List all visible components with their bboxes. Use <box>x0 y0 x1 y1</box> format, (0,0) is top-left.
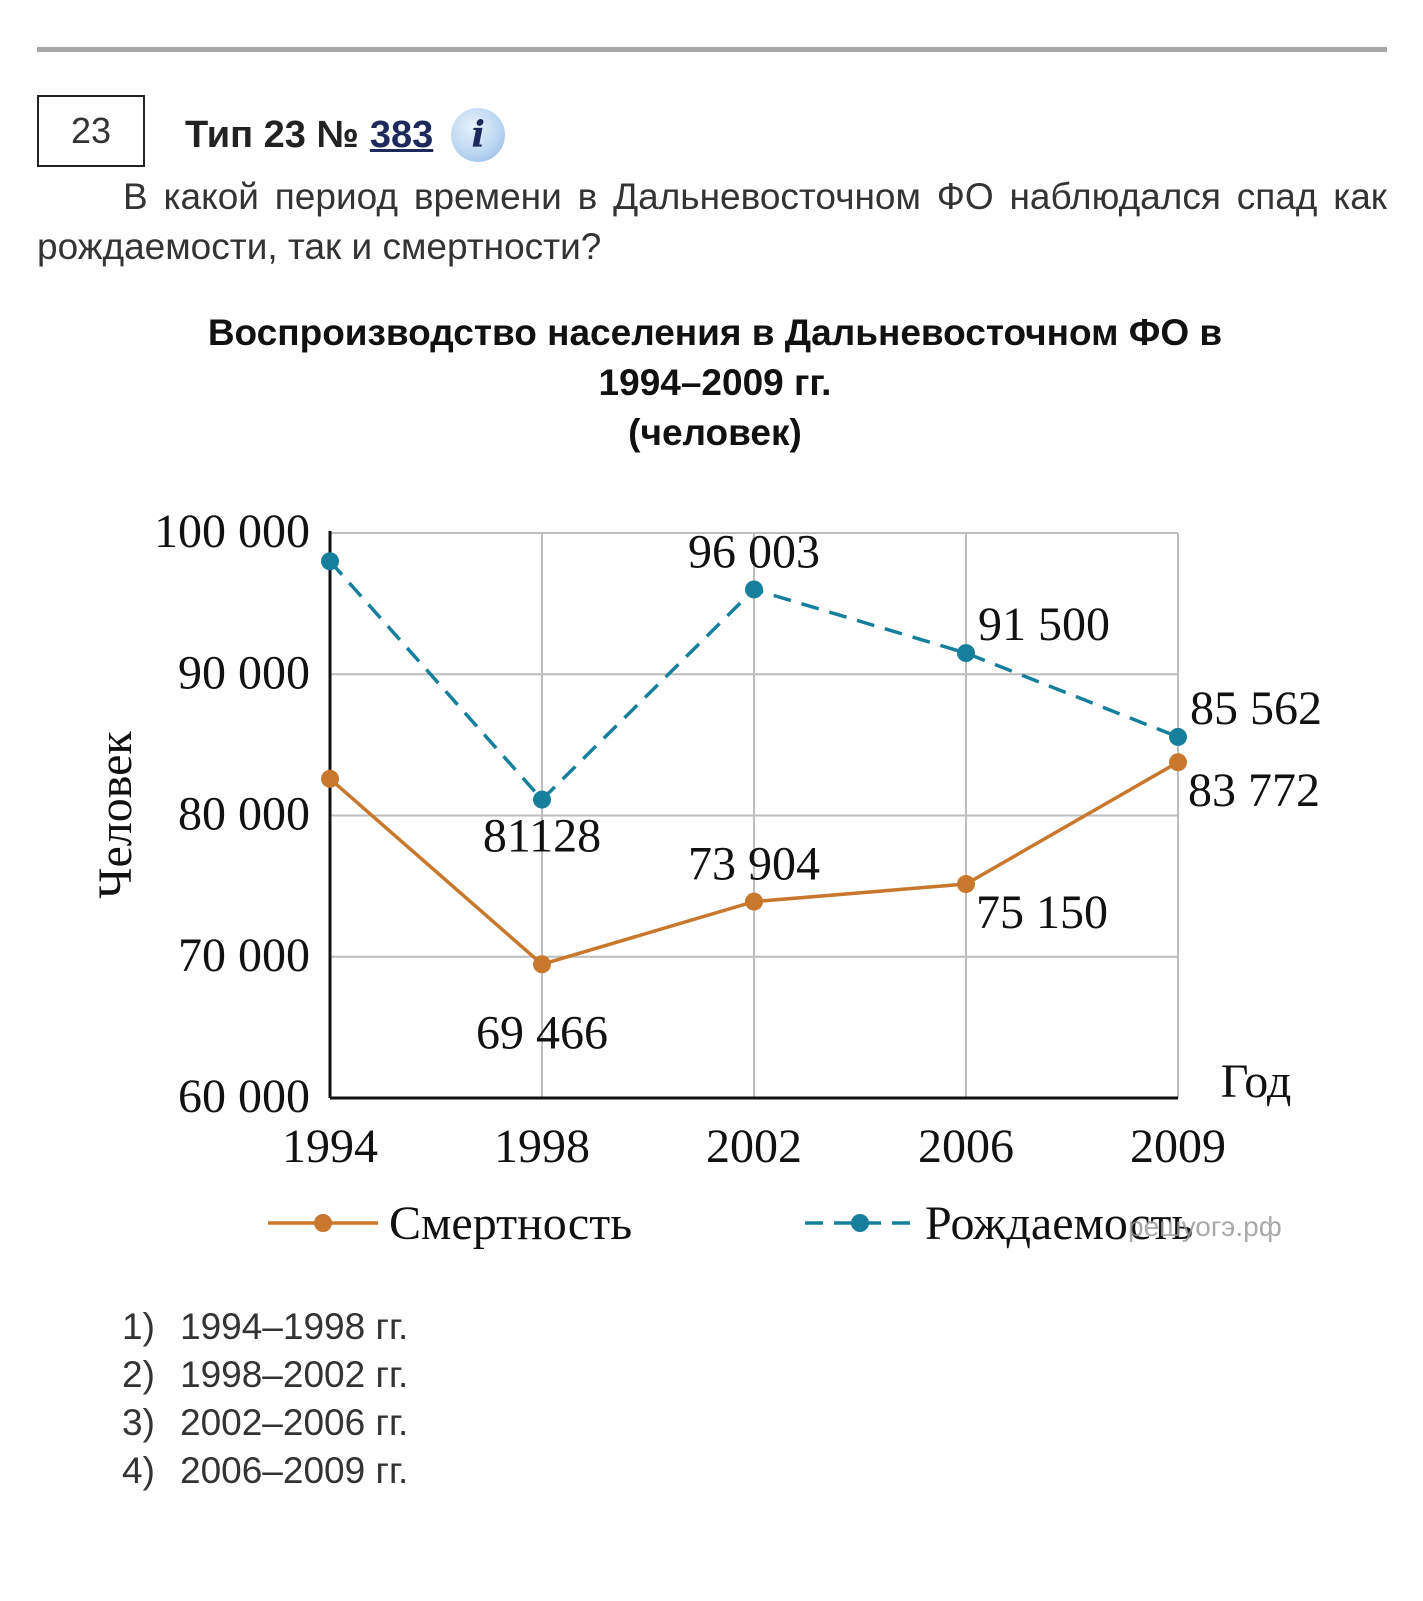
data-label: 85 562 <box>1190 682 1322 735</box>
chart-title-line-2: 1994–2009 гг. <box>598 362 832 403</box>
top-divider <box>37 47 1387 52</box>
data-point <box>1169 727 1187 746</box>
answer-option-2[interactable]: 2) 1998–2002 гг. <box>122 1351 408 1399</box>
answer-text: 2002–2006 гг. <box>180 1402 409 1443</box>
answer-option-3[interactable]: 3) 2002–2006 гг. <box>122 1399 408 1447</box>
legend-marker-mortality <box>314 1214 332 1232</box>
x-tick-label: 2009 <box>1130 1120 1226 1173</box>
answer-text: 1998–2002 гг. <box>180 1354 409 1395</box>
task-type-label: Тип 23 № <box>185 113 359 156</box>
watermark: решуогэ.рф <box>1128 1211 1282 1242</box>
x-tick-label: 2006 <box>918 1120 1014 1173</box>
task-header: Тип 23 № 383 i <box>185 108 506 162</box>
data-point <box>533 955 551 974</box>
chart-title: Воспроизводство населения в Дальневосточ… <box>100 308 1330 458</box>
answer-list: 1) 1994–1998 гг. 2) 1998–2002 гг. 3) 200… <box>122 1303 408 1495</box>
y-tick-label: 100 000 <box>154 505 310 558</box>
y-tick-label: 70 000 <box>178 929 310 982</box>
info-icon[interactable]: i <box>451 108 506 162</box>
task-number-box: 23 <box>37 95 145 167</box>
legend-label-mortality: Смертность <box>389 1197 632 1250</box>
data-point <box>1169 753 1187 772</box>
data-label: 96 003 <box>688 525 820 578</box>
answer-number: 1) <box>122 1306 155 1347</box>
data-point <box>957 644 975 663</box>
x-tick-label: 2002 <box>706 1120 802 1173</box>
chart-title-line-1: Воспроизводство населения в Дальневосточ… <box>207 312 1223 353</box>
data-point <box>321 552 339 571</box>
y-axis-title: Человек <box>89 731 142 899</box>
legend-label-birth-rate: Рождаемость <box>925 1197 1193 1250</box>
answer-text: 1994–1998 гг. <box>180 1306 409 1347</box>
x-axis-title: Год <box>1221 1055 1292 1108</box>
answer-number: 2) <box>122 1354 155 1395</box>
answer-number: 4) <box>122 1450 155 1491</box>
chart-title-line-3: (человек) <box>628 412 802 453</box>
task-id-link[interactable]: 383 <box>369 113 434 156</box>
y-tick-label: 60 000 <box>178 1070 310 1123</box>
data-label: 83 772 <box>1188 764 1320 817</box>
data-label: 69 466 <box>476 1006 608 1059</box>
data-point <box>745 892 763 911</box>
y-tick-label: 80 000 <box>178 788 310 841</box>
data-point <box>321 769 339 788</box>
data-point <box>957 875 975 894</box>
answer-option-4[interactable]: 4) 2006–2009 гг. <box>122 1447 408 1495</box>
data-point <box>533 790 551 809</box>
legend-marker-birth-rate <box>851 1214 869 1232</box>
data-label: 91 500 <box>978 598 1110 651</box>
x-tick-label: 1994 <box>282 1120 378 1173</box>
y-tick-label: 90 000 <box>178 646 310 699</box>
data-label: 81128 <box>483 810 601 863</box>
data-label: 75 150 <box>976 886 1108 939</box>
answer-number: 3) <box>122 1402 155 1443</box>
data-label: 73 904 <box>688 838 820 891</box>
question-text: В какой период времени в Дальневосточном… <box>37 176 1387 267</box>
data-point <box>745 580 763 599</box>
answer-option-1[interactable]: 1) 1994–1998 гг. <box>122 1303 408 1351</box>
x-tick-label: 1998 <box>494 1120 590 1173</box>
task-number: 23 <box>70 110 112 151</box>
answer-text: 2006–2009 гг. <box>180 1450 409 1491</box>
